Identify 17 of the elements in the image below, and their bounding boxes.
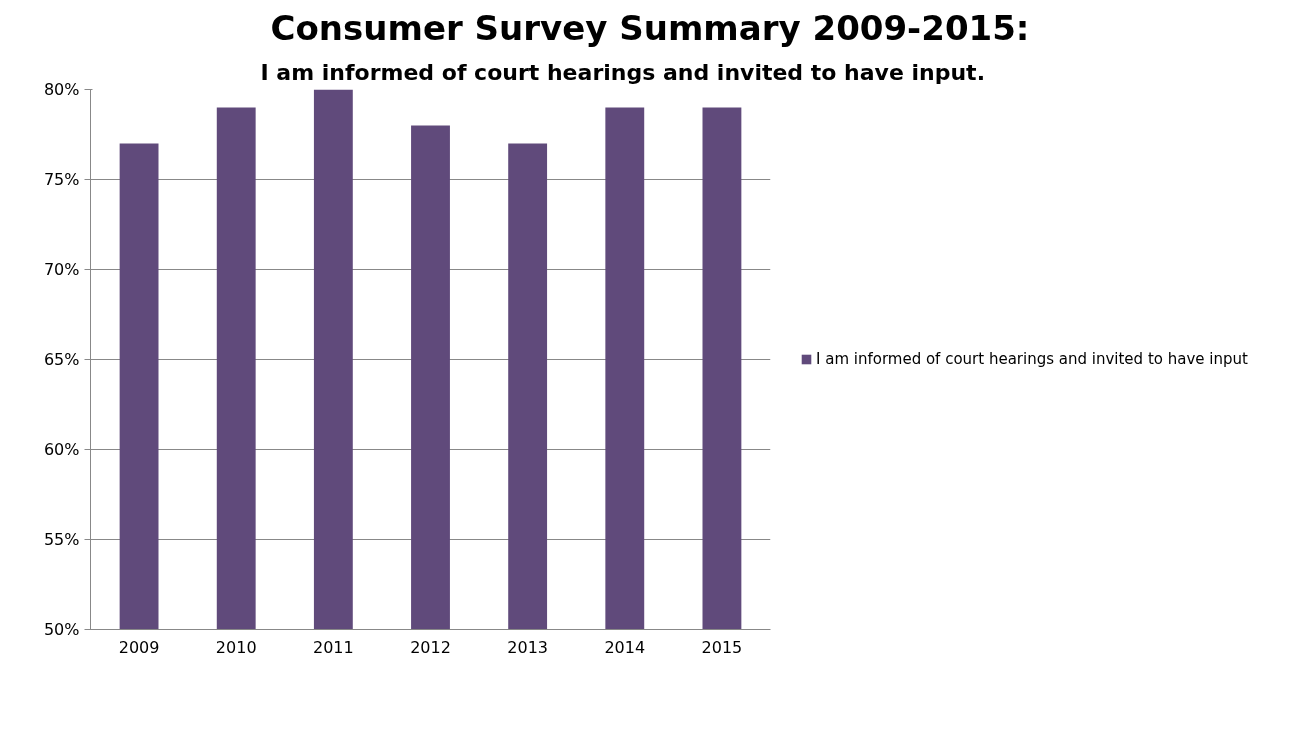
x-tick-label: 2009 — [118, 637, 160, 657]
x-tick-label: 2014 — [604, 637, 646, 657]
y-tick-label: 80% — [43, 80, 80, 99]
y-tick-label: 65% — [43, 350, 80, 369]
legend-label: I am informed of court hearings and invited to have input — [816, 350, 1248, 368]
y-tick-label: 60% — [43, 440, 80, 459]
y-tick-label: 50% — [43, 620, 80, 639]
y-tick-label: 75% — [43, 170, 80, 189]
y-tick-label: 70% — [43, 260, 80, 279]
x-tick-label: 2011 — [313, 637, 354, 657]
x-tick-label: 2015 — [701, 637, 743, 657]
x-tick-label: 2010 — [215, 637, 257, 657]
x-tick-label: 2013 — [507, 637, 548, 657]
x-tick-label: 2012 — [410, 637, 451, 657]
y-tick-label: 55% — [43, 530, 80, 549]
chart-title: Consumer Survey Summary 2009-2015: — [270, 7, 1030, 48]
chart-subtitle: I am informed of court hearings and invited to have input. — [260, 59, 985, 85]
